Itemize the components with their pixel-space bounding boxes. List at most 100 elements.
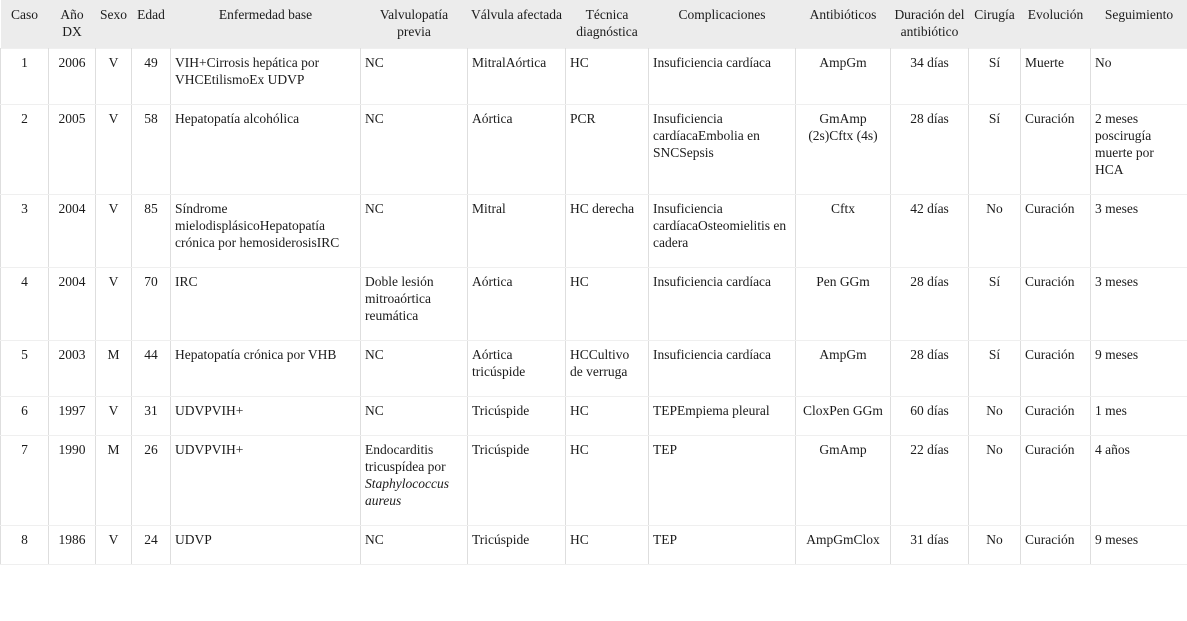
cell-valvulopatia: NC	[360, 396, 468, 436]
cell-caso: 5	[0, 340, 49, 397]
table-row: 5 2003 M 44 Hepatopatía crónica por VHB NC Aór…	[0, 340, 1187, 397]
cell-sexo: V	[95, 48, 132, 105]
cell-cirugia: Sí	[968, 48, 1021, 105]
cell-edad: 49	[131, 48, 171, 105]
header-row: Caso Año DX Sexo Edad Enfermedad base Valvulo…	[0, 0, 1187, 49]
cell-valvulopatia: NC	[360, 48, 468, 105]
column-header-sexo: Sexo	[95, 0, 132, 49]
cell-sexo: V	[95, 267, 132, 341]
cell-sexo: M	[95, 340, 132, 397]
cell-edad: 44	[131, 340, 171, 397]
column-header-complicaciones: Complicaciones	[648, 0, 796, 49]
column-header-tecnica: Técnica diagnóstica	[565, 0, 649, 49]
cell-edad: 26	[131, 435, 171, 526]
table-row: 6 1997 V 31 UDVPVIH+ NC Tricúspide HC TEPEmpiema…	[0, 396, 1187, 436]
cell-evolucion: Muerte	[1020, 48, 1091, 105]
cell-seguimiento: 4 años	[1090, 435, 1187, 526]
cell-cirugia: No	[968, 396, 1021, 436]
cell-tecnica: HC	[565, 396, 649, 436]
cell-antibioticos: AmpGm	[795, 340, 891, 397]
cell-duracion: 31 días	[890, 525, 969, 565]
table-row: 8 1986 V 24 UDVP NC Tricúspide HC TEP AmpGmClox 31…	[0, 525, 1187, 565]
cell-enfermedad: VIH+Cirrosis hepática por VHCEtilismoEx …	[170, 48, 361, 105]
cell-ano_dx: 2004	[48, 267, 96, 341]
cell-duracion: 60 días	[890, 396, 969, 436]
cell-edad: 58	[131, 104, 171, 195]
cell-valvula: Mitral	[467, 194, 566, 268]
cell-valvulopatia: NC	[360, 340, 468, 397]
column-header-caso: Caso	[0, 0, 49, 49]
cell-ano_dx: 2003	[48, 340, 96, 397]
cell-antibioticos: AmpGm	[795, 48, 891, 105]
cell-cirugia: Sí	[968, 267, 1021, 341]
cell-antibioticos: AmpGmClox	[795, 525, 891, 565]
cell-ano_dx: 1997	[48, 396, 96, 436]
cell-valvulopatia: Endocarditis tricuspídea por Staphylococ…	[360, 435, 468, 526]
cell-caso: 6	[0, 396, 49, 436]
cell-seguimiento: 3 meses	[1090, 194, 1187, 268]
cell-cirugia: No	[968, 525, 1021, 565]
cell-tecnica: PCR	[565, 104, 649, 195]
cell-antibioticos: CloxPen GGm	[795, 396, 891, 436]
column-header-ano_dx: Año DX	[48, 0, 96, 49]
cell-evolucion: Curación	[1020, 267, 1091, 341]
cell-duracion: 42 días	[890, 194, 969, 268]
cell-edad: 85	[131, 194, 171, 268]
cell-duracion: 28 días	[890, 340, 969, 397]
cell-enfermedad: Hepatopatía crónica por VHB	[170, 340, 361, 397]
cell-ano_dx: 2004	[48, 194, 96, 268]
cell-enfermedad: IRC	[170, 267, 361, 341]
cell-antibioticos: Cftx	[795, 194, 891, 268]
cell-duracion: 34 días	[890, 48, 969, 105]
cell-tecnica: HC	[565, 435, 649, 526]
cell-cirugia: Sí	[968, 340, 1021, 397]
cell-evolucion: Curación	[1020, 435, 1091, 526]
cell-caso: 8	[0, 525, 49, 565]
table-row: 4 2004 V 70 IRC Doble lesión mitroaórtica reu…	[0, 267, 1187, 341]
cell-duracion: 22 días	[890, 435, 969, 526]
cell-seguimiento: 2 meses poscirugía muerte por HCA	[1090, 104, 1187, 195]
cell-evolucion: Curación	[1020, 340, 1091, 397]
cell-antibioticos: GmAmp (2s)Cftx (4s)	[795, 104, 891, 195]
cell-caso: 3	[0, 194, 49, 268]
cell-cirugia: Sí	[968, 104, 1021, 195]
cell-caso: 4	[0, 267, 49, 341]
cell-valvula: Tricúspide	[467, 525, 566, 565]
cell-seguimiento: 9 meses	[1090, 340, 1187, 397]
cell-complicaciones: TEP	[648, 435, 796, 526]
cell-evolucion: Curación	[1020, 194, 1091, 268]
cell-ano_dx: 2006	[48, 48, 96, 105]
column-header-valvula: Válvula afectada	[467, 0, 566, 49]
cell-sexo: V	[95, 104, 132, 195]
table-body: 1 2006 V 49 VIH+Cirrosis hepática por VHCEti…	[0, 48, 1187, 565]
cell-caso: 1	[0, 48, 49, 105]
cell-ano_dx: 1986	[48, 525, 96, 565]
cell-complicaciones: Insuficiencia cardíaca	[648, 267, 796, 341]
cell-ano_dx: 1990	[48, 435, 96, 526]
cell-seguimiento: 9 meses	[1090, 525, 1187, 565]
cell-evolucion: Curación	[1020, 396, 1091, 436]
cell-duracion: 28 días	[890, 267, 969, 341]
cell-sexo: V	[95, 396, 132, 436]
cell-duracion: 28 días	[890, 104, 969, 195]
cell-evolucion: Curación	[1020, 525, 1091, 565]
cell-valvula: Aórtica	[467, 267, 566, 341]
cell-valvula: Aórtica	[467, 104, 566, 195]
column-header-enfermedad: Enfermedad base	[170, 0, 361, 49]
cell-valvulopatia: NC	[360, 525, 468, 565]
column-header-edad: Edad	[131, 0, 171, 49]
cell-antibioticos: GmAmp	[795, 435, 891, 526]
cell-tecnica: HC	[565, 48, 649, 105]
cell-valvulopatia: Doble lesión mitroaórtica reumática	[360, 267, 468, 341]
cell-ano_dx: 2005	[48, 104, 96, 195]
table-row: 7 1990 M 26 UDVPVIH+ Endocarditis tricuspídea…	[0, 435, 1187, 526]
cell-cirugia: No	[968, 194, 1021, 268]
cell-enfermedad: Hepatopatía alcohólica	[170, 104, 361, 195]
cell-complicaciones: Insuficiencia cardíaca	[648, 340, 796, 397]
cell-enfermedad: Síndrome mielodisplásicoHepatopatía crón…	[170, 194, 361, 268]
cell-seguimiento: 1 mes	[1090, 396, 1187, 436]
cell-enfermedad: UDVPVIH+	[170, 435, 361, 526]
cell-valvula: Tricúspide	[467, 396, 566, 436]
cell-tecnica: HC	[565, 525, 649, 565]
column-header-valvulopatia: Valvulopatía previa	[360, 0, 468, 49]
